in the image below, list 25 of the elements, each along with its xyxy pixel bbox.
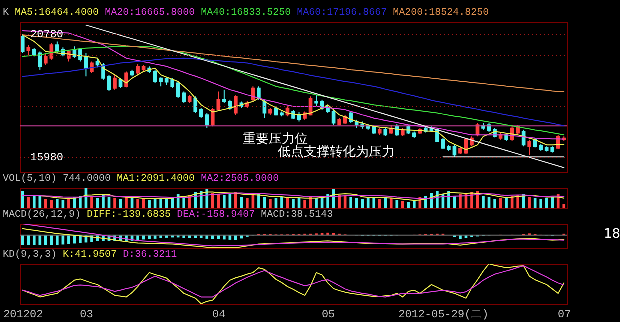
x-tick-label: 03 xyxy=(80,310,94,322)
series-label: MA5:16464.4000 xyxy=(15,8,100,19)
chart-title: K xyxy=(3,8,10,19)
x-tick-label: 05 xyxy=(322,310,336,322)
y-tick-label: 15980 xyxy=(30,152,64,165)
x-tick-label: 07 xyxy=(558,310,572,322)
text: D:36.3211 xyxy=(123,250,178,261)
text: K:41.9507 xyxy=(63,250,118,261)
series-label: VOL(5,10) 744.0000 xyxy=(3,174,112,185)
series-label: MACD:38.5143 xyxy=(261,210,334,221)
series-label: MA1:2091.4000 xyxy=(117,174,196,185)
text: 18 xyxy=(604,227,620,242)
text: DEA:-158.9407 xyxy=(177,210,256,221)
text: MA60:17196.8667 xyxy=(297,8,388,19)
x-tick-label: 201202 xyxy=(4,310,44,322)
text: MA200:18524.8250 xyxy=(393,8,490,19)
chart-title: KD(9,3,3) xyxy=(3,250,58,261)
x-tick-label: 2012-05-29(二) xyxy=(398,310,489,322)
series-label: MA2:2505.9000 xyxy=(201,174,280,185)
text: MA20:16665.8000 xyxy=(105,8,196,19)
x-tick-label: 04 xyxy=(212,310,226,322)
annotation: 低点支撑转化为压力 xyxy=(278,145,395,160)
text: MA40:16833.5250 xyxy=(201,8,292,19)
chart-title: MACD(26,12,9) xyxy=(3,210,82,221)
series-label: DIFF:-139.6835 xyxy=(87,210,172,221)
